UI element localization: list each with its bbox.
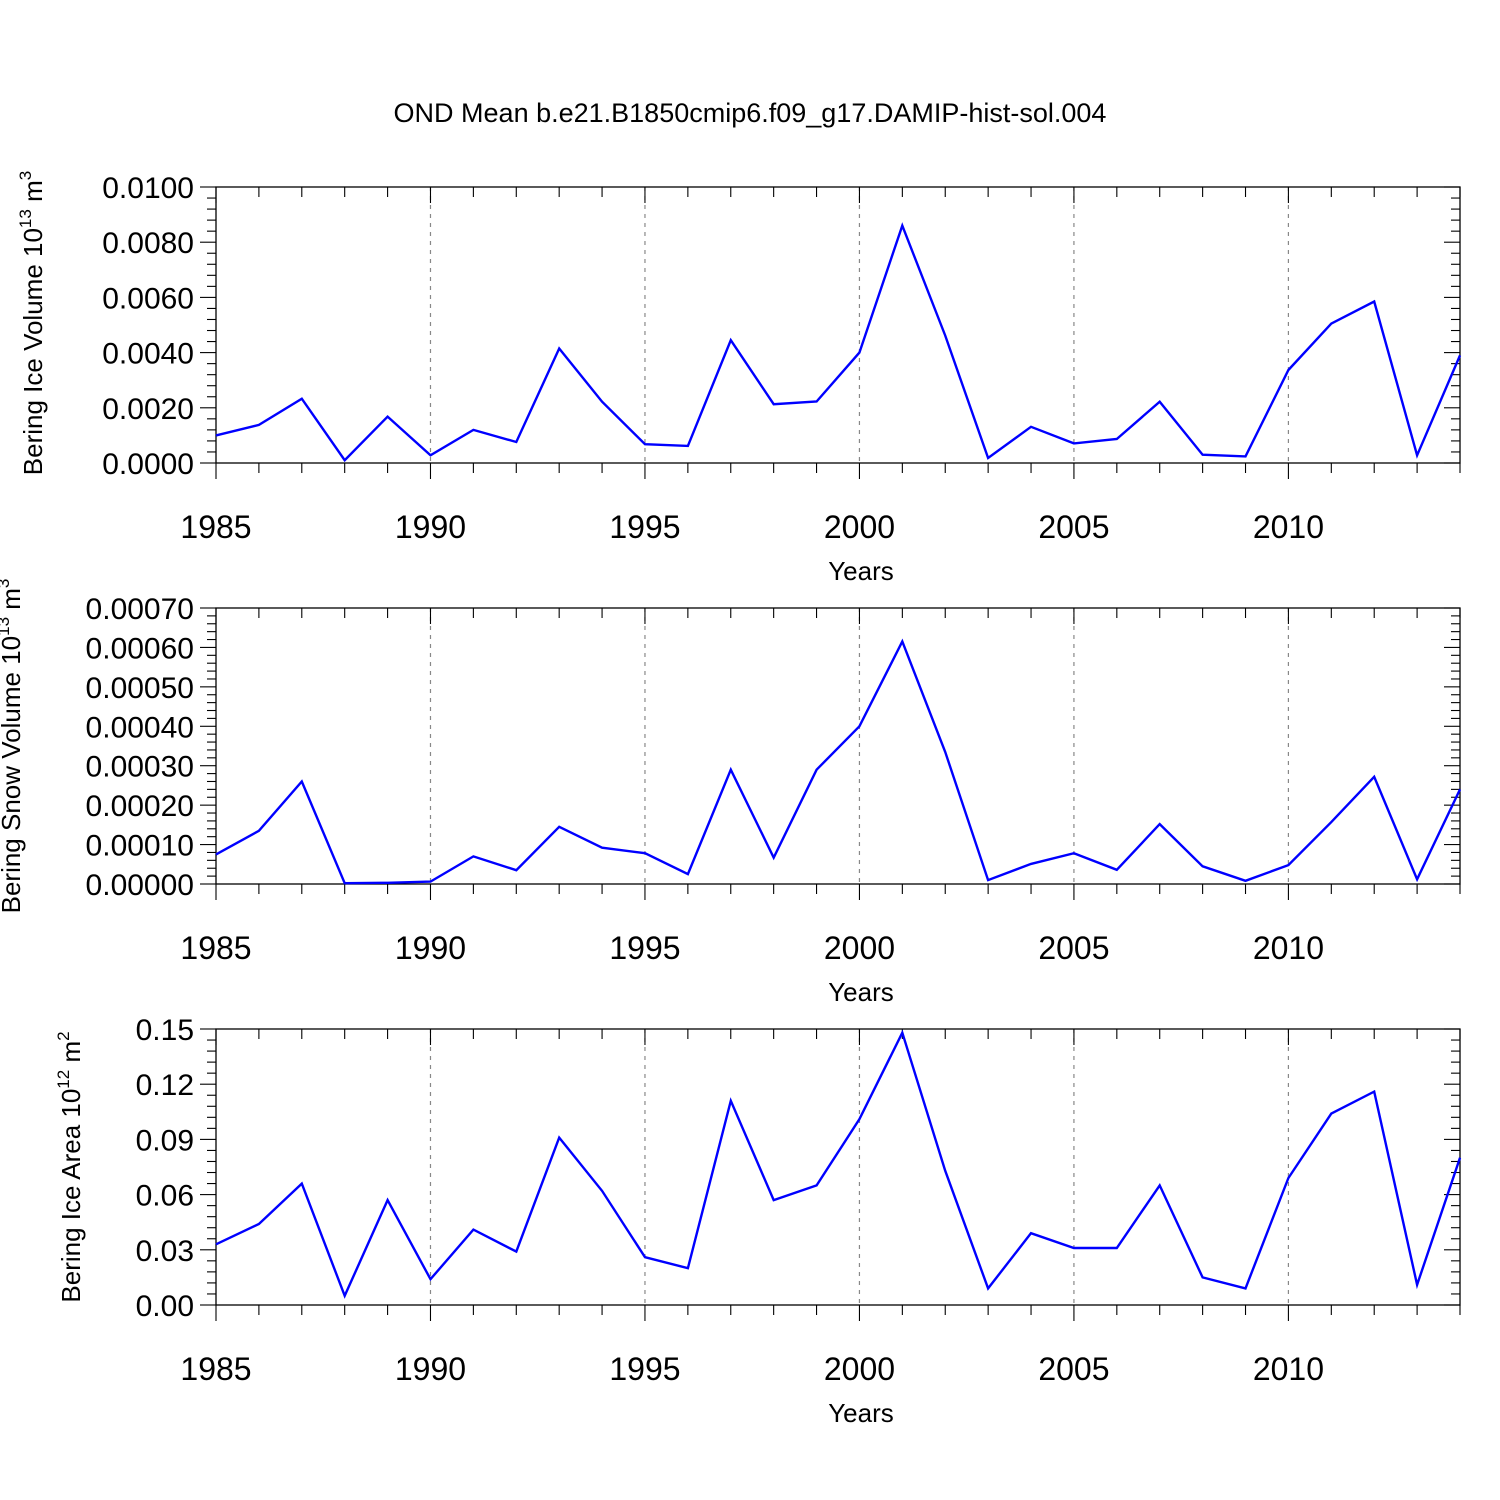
x-tick-label: 2000 [824,1351,895,1387]
x-axis-label: Years [828,1398,894,1428]
figure-title: OND Mean b.e21.B1850cmip6.f09_g17.DAMIP-… [394,98,1107,128]
plot-frame [215,607,1461,885]
x-tick-label: 2005 [1038,509,1109,545]
x-tick-label: 2005 [1038,930,1109,966]
y-axis-label: Bering Ice Volume 1013 m3 [16,171,48,475]
y-tick-label: 0.00070 [86,593,194,626]
x-tick-label: 1985 [180,1351,251,1387]
chart-panel-1: 0.0100 0.0080 0.0060 0.0040 0.0020 0.0000 1985… [16,171,1462,586]
y-axis-label: Bering Ice Area 1012 m2 [54,1031,86,1302]
x-tick-label: 1985 [180,509,251,545]
chart-panel-2: 0.00070 0.00060 0.00050 0.00040 0.00030 0.000… [0,579,1462,1007]
series-line [215,1029,1462,1299]
y-tick-label: 0.09 [136,1124,194,1157]
y-tick-label: 0.00030 [86,751,194,784]
y-tick-label: 0.12 [136,1069,194,1102]
y-tick-label: 0.0080 [102,227,194,260]
x-axis-label: Years [828,556,894,586]
series-line [215,222,1462,463]
chart-panel-3: 0.15 0.12 0.09 0.06 0.03 0.00 1985 1990 1995 2000… [54,1014,1462,1428]
x-tick-label: 2010 [1253,1351,1324,1387]
x-tick-label: 1990 [395,1351,466,1387]
x-axis-label: Years [828,977,894,1007]
y-tick-label: 0.00010 [86,830,194,863]
x-tick-label: 2010 [1253,509,1324,545]
plot-frame [215,1028,1461,1306]
x-tick-label: 1985 [180,930,251,966]
series-line [215,638,1462,885]
y-axis-label: Bering Snow Volume 1013 m3 [0,579,26,914]
y-tick-label: 0.0040 [102,338,194,371]
y-tick-label: 0.0100 [102,172,194,205]
y-tick-label: 0.06 [136,1180,194,1213]
x-tick-label: 1995 [609,1351,680,1387]
x-tick-label: 1990 [395,930,466,966]
y-tick-label: 0.00060 [86,632,194,665]
y-tick-label: 0.0020 [102,393,194,426]
y-tick-label: 0.00 [136,1290,194,1323]
x-tick-label: 1995 [609,930,680,966]
plot-frame [215,186,1461,464]
x-tick-label: 1990 [395,509,466,545]
x-tick-label: 1995 [609,509,680,545]
y-tick-label: 0.0000 [102,448,194,481]
y-tick-label: 0.0060 [102,282,194,315]
y-tick-label: 0.15 [136,1014,194,1047]
y-tick-label: 0.00040 [86,711,194,744]
y-tick-label: 0.00000 [86,869,194,902]
x-tick-label: 2005 [1038,1351,1109,1387]
y-tick-label: 0.00020 [86,790,194,823]
x-tick-label: 2000 [824,509,895,545]
y-tick-label: 0.03 [136,1235,194,1268]
x-tick-label: 2010 [1253,930,1324,966]
y-tick-label: 0.00050 [86,672,194,705]
x-tick-label: 2000 [824,930,895,966]
